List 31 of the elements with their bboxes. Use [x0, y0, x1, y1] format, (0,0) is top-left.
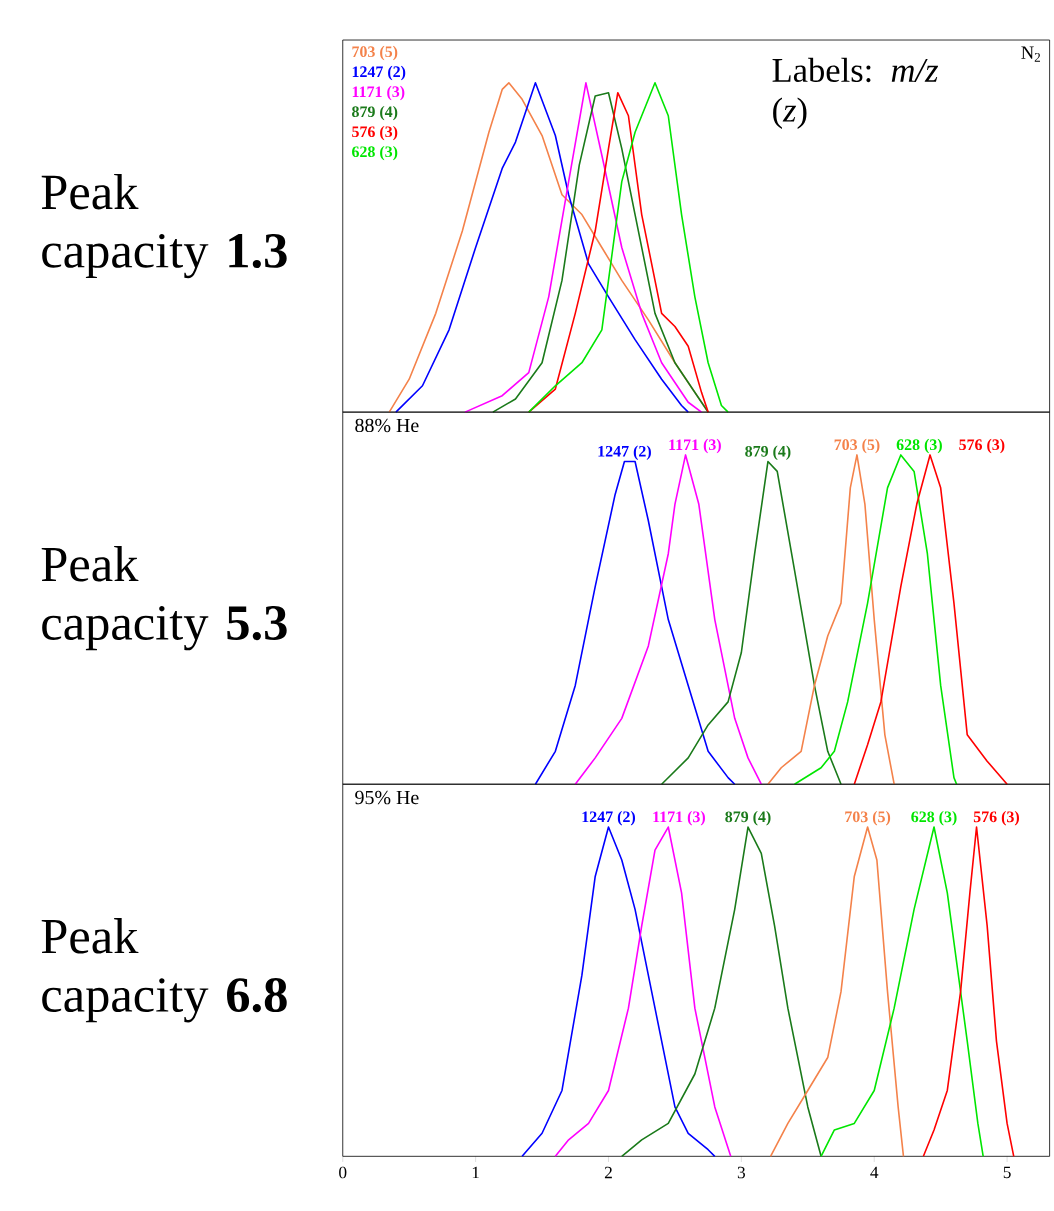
series-label: 628 (3) [896, 438, 943, 454]
text: Labels: m/z (z) [772, 57, 939, 129]
x-tick-label: 2 [605, 1166, 613, 1179]
x-tick-label: 4 [870, 1166, 879, 1179]
series-label: 1171 (3) [669, 438, 722, 454]
text: 1171 (3) [352, 85, 405, 101]
series-label: 703 (5) [845, 810, 891, 826]
series-label: 576 (3) [959, 438, 1005, 454]
series-label: 1171 (3) [653, 810, 706, 826]
text: 95% He [355, 790, 419, 805]
series-label: 1247 (2) [582, 810, 636, 826]
text: Peak capacity 1.3 [41, 173, 287, 279]
text: 576 (3) [352, 125, 398, 141]
x-tick-label: 3 [738, 1166, 746, 1179]
series-label: 576 (3) [974, 810, 1020, 826]
text: N$_{2}$ [1021, 46, 1041, 62]
x-tick-label: 5 [1003, 1166, 1011, 1179]
text: 628 (3) [352, 145, 398, 161]
text: 879 (4) [352, 105, 398, 121]
text: 88% He [355, 418, 419, 433]
series-label: 1247 (2) [598, 445, 652, 460]
series-label: 879 (4) [745, 445, 791, 460]
text: Peak capacity 6.8 [41, 918, 287, 1023]
series-label: 703 (5) [834, 438, 880, 454]
x-tick-label: 1 [473, 1166, 480, 1179]
series-label: 879 (4) [725, 810, 771, 826]
series-label: 628 (3) [911, 810, 957, 826]
text: Peak capacity 5.3 [41, 545, 287, 651]
text: 1247 (2) [352, 65, 406, 81]
x-tick-label: 0 [339, 1166, 347, 1179]
text: 703 (5) [352, 45, 398, 61]
